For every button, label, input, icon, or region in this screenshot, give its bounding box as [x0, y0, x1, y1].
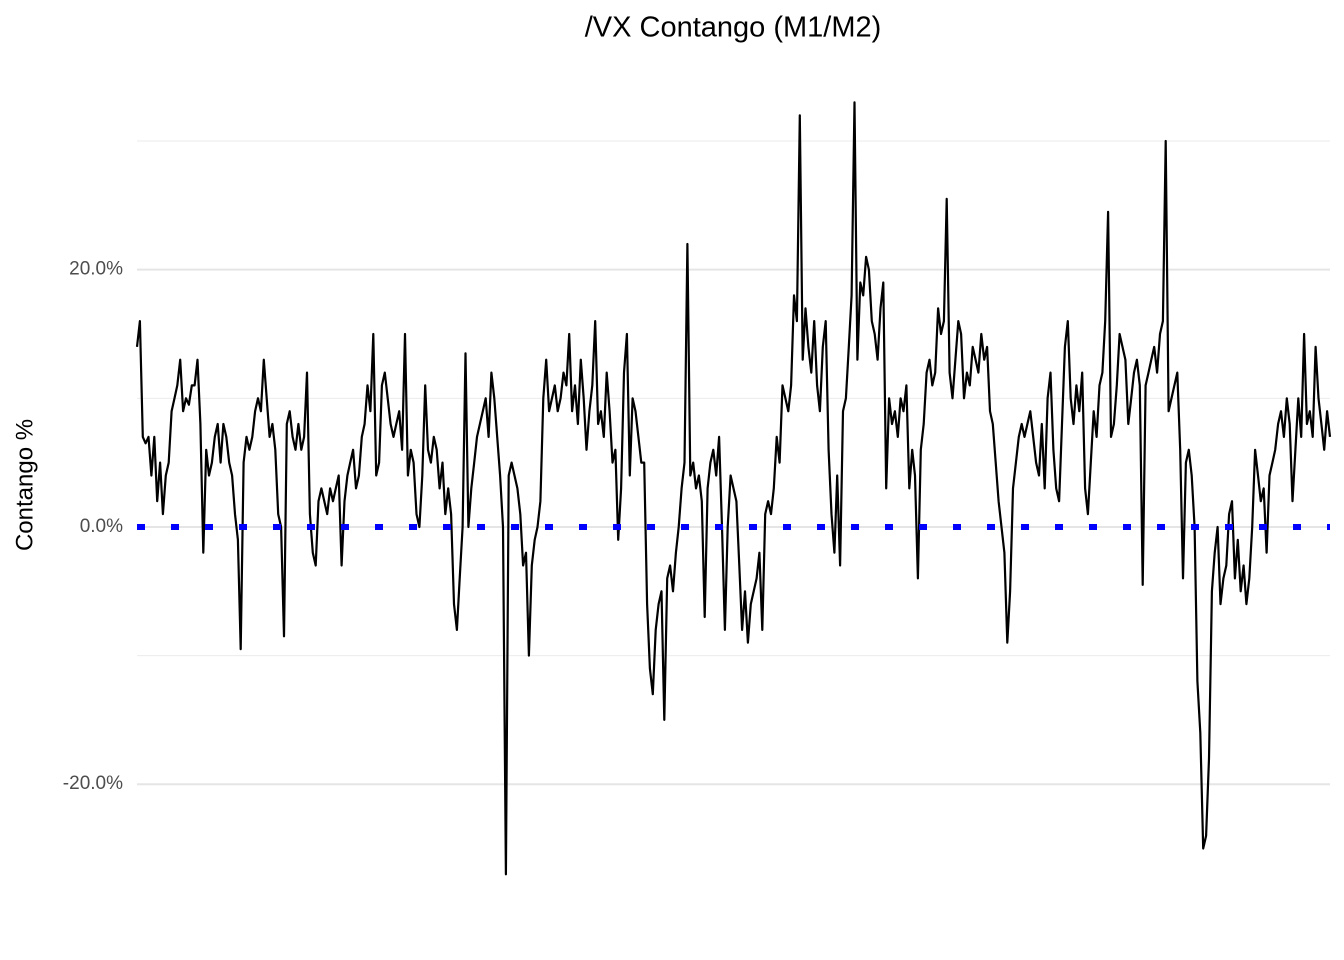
y-tick-label: 0.0% — [80, 516, 123, 537]
data-line — [135, 101, 1332, 876]
chart-title: /VX Contango (M1/M2) — [585, 12, 882, 44]
y-tick-label: 20.0% — [69, 259, 123, 280]
y-axis-label: Contango % — [11, 419, 38, 551]
y-tick-label: -20.0% — [63, 773, 123, 794]
